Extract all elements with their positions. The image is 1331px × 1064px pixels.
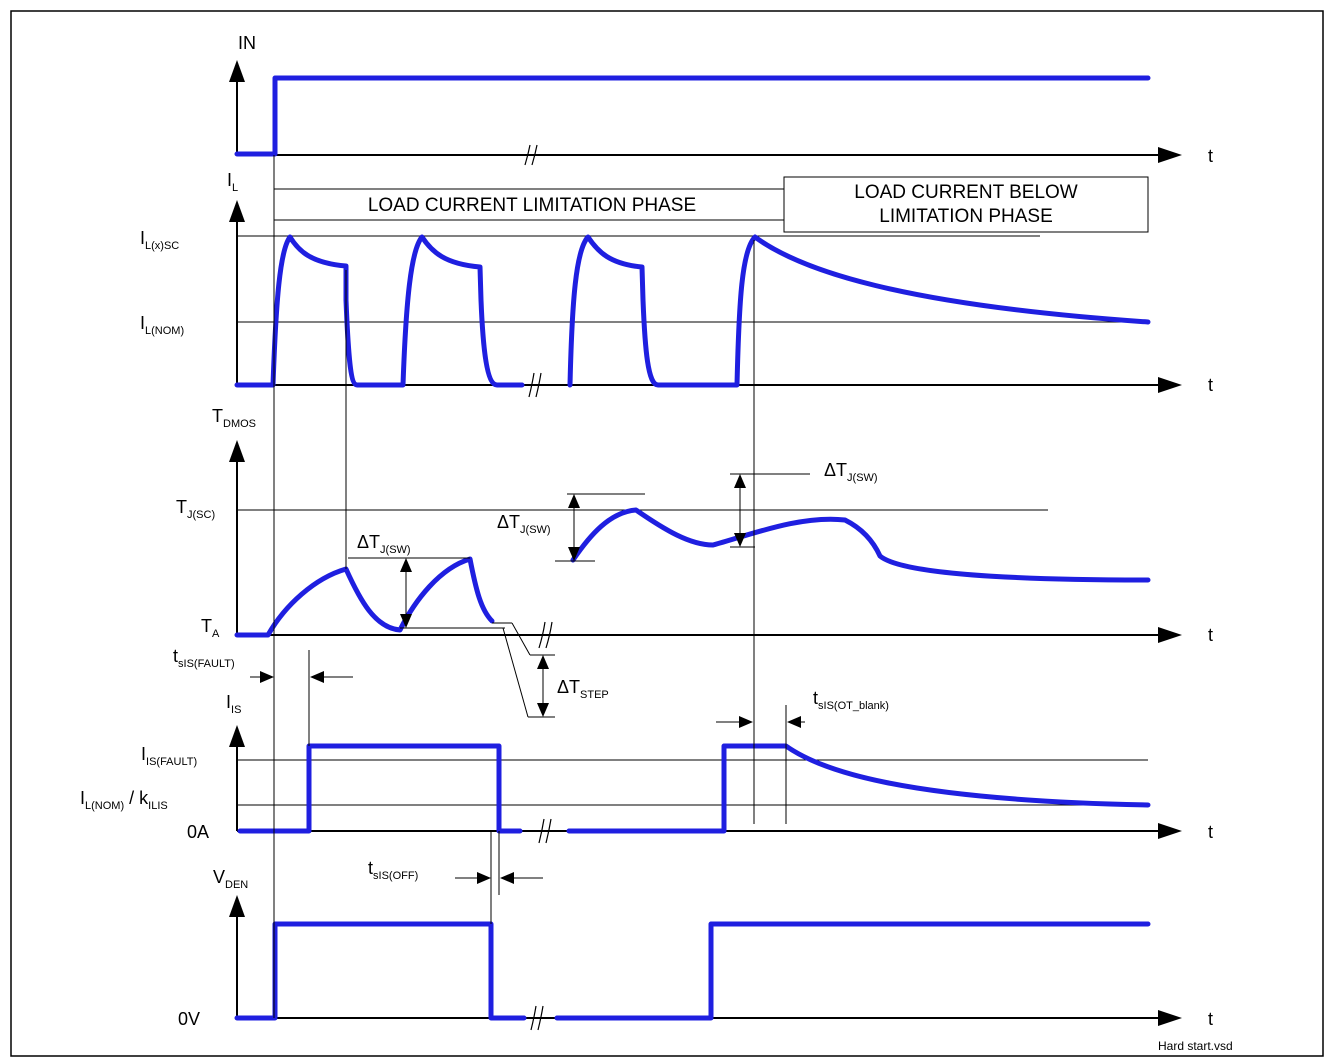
- tdmos-label: TDMOS: [212, 406, 256, 430]
- footer-filename: Hard start.vsd: [1158, 1039, 1233, 1053]
- il-nom-label: IL(NOM): [140, 313, 184, 337]
- delta-tstep-label: ΔTSTEP: [557, 677, 609, 701]
- il-y-arrow: [229, 200, 245, 222]
- iis-signal-segment2: [566, 743, 1151, 834]
- iis-t-label: t: [1208, 822, 1213, 842]
- il-t-label: t: [1208, 375, 1213, 395]
- il-panel: LOAD CURRENT LIMITATION PHASE LOAD CURRE…: [140, 170, 1213, 398]
- below-limitation-phase-box: [783, 176, 1149, 233]
- below-limitation-line1: LOAD CURRENT BELOW: [854, 182, 1078, 203]
- t-off-arrow-left: [477, 872, 491, 884]
- t-ot-arrow-left: [739, 716, 753, 728]
- tdmos-t-arrow: [1158, 627, 1182, 643]
- delta-tj-left-arrow-up: [400, 558, 412, 572]
- vden-label: VDEN: [213, 867, 248, 891]
- iis-axis-break: [538, 818, 552, 844]
- iis-y-arrow: [229, 725, 245, 747]
- t-ot-arrow-right: [787, 716, 801, 728]
- in-t-label: t: [1208, 146, 1213, 166]
- timing-reference-lines: [273, 155, 787, 1018]
- in-t-arrow: [1158, 147, 1182, 163]
- vden-axis-break: [530, 1005, 544, 1031]
- delta-tj-mid-label: ΔTJ(SW): [497, 512, 551, 536]
- tdmos-signal-segment2: [570, 507, 1151, 583]
- t-fault-arrow-right: [310, 671, 324, 683]
- ta-label: TA: [201, 616, 220, 640]
- in-y-arrow: [229, 60, 245, 82]
- t-ot-label: tsIS(OT_blank): [813, 688, 889, 712]
- limitation-phase-label: LOAD CURRENT LIMITATION PHASE: [368, 195, 696, 216]
- il-signal-segment2: [567, 234, 1151, 388]
- il-sc-label: IL(x)SC: [140, 228, 179, 252]
- below-limitation-line2: LIMITATION PHASE: [879, 206, 1053, 227]
- delta-tj-left-arrow-down: [400, 614, 412, 628]
- vden-t-arrow: [1158, 1010, 1182, 1026]
- il-axis-break: [528, 372, 542, 398]
- iis-nom-ratio-label: IL(NOM) / kILIS: [80, 788, 168, 812]
- t-fault-arrow-left: [260, 671, 274, 683]
- diagram-frame: [10, 10, 1324, 1057]
- iis-t-arrow: [1158, 823, 1182, 839]
- vden-zero-label: 0V: [178, 1009, 200, 1029]
- vden-t-label: t: [1208, 1009, 1213, 1029]
- in-panel: IN t: [229, 33, 1213, 166]
- iis-zero-label: 0A: [187, 822, 209, 842]
- tdmos-axis-break: [538, 621, 553, 649]
- delta-tstep-leader-b: [511, 622, 531, 656]
- iis-panel: tsIS(FAULT) tsIS(OT_blank) tsIS(OFF) IIS…: [80, 646, 1213, 884]
- delta-tj-right-label: ΔTJ(SW): [824, 460, 878, 484]
- in-signal: [234, 75, 1151, 157]
- vden-signal-segment2: [554, 921, 1151, 1021]
- delta-tj-right-arrow-down: [734, 533, 746, 547]
- t-fault-label: tsIS(FAULT): [173, 646, 235, 670]
- delta-tj-right-arrow-up: [734, 474, 746, 488]
- in-label: IN: [238, 33, 256, 53]
- il-label: IL: [227, 170, 238, 194]
- in-axis-break: [524, 144, 538, 166]
- iis-signal-segment1: [237, 743, 523, 834]
- delta-tstep-leader-d: [502, 627, 529, 718]
- vden-y-arrow: [229, 895, 245, 917]
- delta-tstep-arrow-up: [537, 655, 549, 669]
- t-off-arrow-right: [500, 872, 514, 884]
- delta-tj-mid-arrow-down: [568, 547, 580, 561]
- iis-label: IIS: [226, 692, 241, 716]
- tdmos-y-arrow: [229, 440, 245, 462]
- t-off-label: tsIS(OFF): [368, 858, 418, 882]
- il-signal-segment1: [234, 234, 525, 388]
- delta-tj-mid-arrow-up: [568, 494, 580, 508]
- tjsc-label: TJ(SC): [176, 497, 215, 521]
- tdmos-panel: ΔTJ(SW) ΔTJ(SW) ΔTJ(SW) ΔTSTEP TDMOS TJ(…: [176, 406, 1213, 718]
- il-t-arrow: [1158, 377, 1182, 393]
- vden-signal-segment1: [234, 921, 527, 1021]
- tdmos-t-label: t: [1208, 625, 1213, 645]
- delta-tj-left-label: ΔTJ(SW): [357, 532, 411, 556]
- tdmos-signal-segment1: [234, 556, 495, 638]
- delta-tstep-arrow-down: [537, 703, 549, 717]
- vden-panel: VDEN 0V t: [178, 867, 1213, 1031]
- iis-fault-label: IIS(FAULT): [141, 744, 197, 768]
